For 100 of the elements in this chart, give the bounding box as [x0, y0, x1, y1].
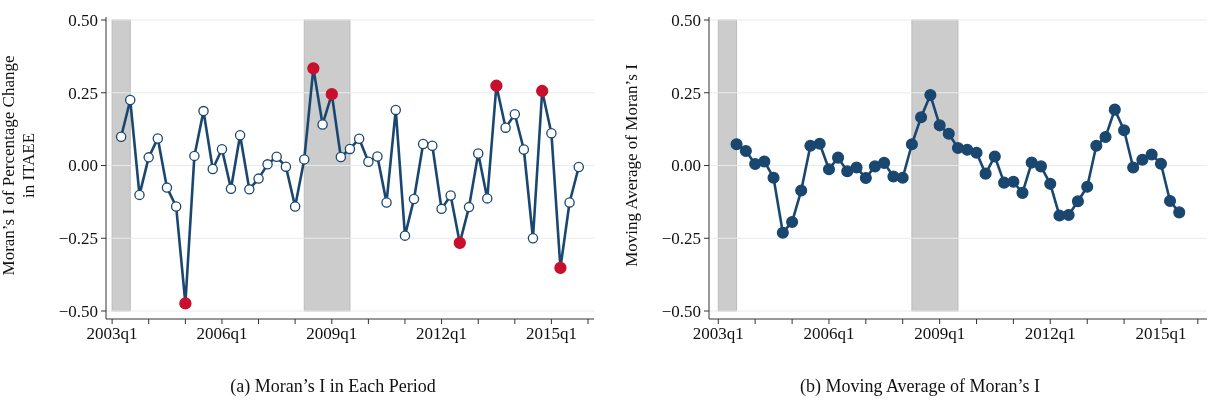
point [979, 167, 992, 180]
point [1044, 177, 1057, 190]
point [1099, 130, 1112, 144]
point [1034, 160, 1048, 173]
y-tick-label: 0.25 [68, 83, 98, 103]
point [1154, 157, 1167, 170]
point [1016, 186, 1029, 199]
point [472, 148, 484, 159]
point [143, 152, 154, 163]
point [1081, 180, 1094, 193]
point [216, 143, 228, 155]
point [125, 94, 136, 106]
point [427, 140, 438, 151]
point [1090, 139, 1103, 152]
point [832, 151, 845, 164]
point [198, 105, 209, 117]
point [786, 215, 799, 228]
point [915, 111, 928, 124]
point [988, 150, 1001, 163]
point [115, 131, 127, 142]
point [878, 156, 891, 169]
point [1118, 124, 1131, 137]
point [390, 104, 401, 116]
point [859, 171, 872, 185]
text: (a) Moran’s I in Each Period [230, 376, 436, 397]
y-tick-label: 0.25 [671, 83, 701, 103]
point [161, 182, 173, 193]
y-tick-label: −0.25 [661, 229, 701, 249]
point [795, 184, 808, 197]
point [776, 226, 789, 239]
point [1127, 161, 1140, 174]
x-tick-label: 2012q1 [1024, 324, 1076, 343]
y-tick-label: −0.50 [58, 301, 98, 321]
point [961, 143, 974, 156]
point [225, 183, 237, 195]
y-tick-label: 0.50 [671, 10, 701, 30]
point [408, 193, 420, 205]
point [1173, 206, 1186, 219]
text: (b) Moving Average of Moran’s I [799, 376, 1041, 397]
point [896, 171, 909, 184]
point [299, 154, 310, 165]
point [730, 138, 743, 151]
point [253, 173, 264, 184]
point [482, 193, 493, 204]
point [436, 203, 447, 215]
point [289, 201, 301, 212]
x-tick-label: 2012q1 [416, 324, 468, 343]
point [207, 163, 218, 175]
x-tick-label: 2015q1 [1135, 324, 1187, 343]
point [527, 233, 539, 244]
point [353, 133, 365, 144]
x-tick-label: 2003q1 [86, 324, 138, 343]
x-tick-label: 2015q1 [525, 324, 577, 343]
y-tick-label: 0.00 [68, 156, 98, 176]
point [280, 161, 292, 172]
point [970, 146, 983, 159]
point [335, 151, 347, 163]
point [445, 190, 456, 201]
y-tick-label: −0.50 [661, 301, 701, 321]
point [933, 119, 946, 132]
point [546, 127, 557, 139]
x-tick-label: 2009q1 [914, 324, 966, 343]
point [399, 230, 411, 241]
point [942, 127, 955, 140]
point [170, 201, 182, 212]
point [573, 161, 585, 173]
y-tick-label: −0.25 [58, 229, 98, 249]
y-axis-title: Moving Average of Moran’s I [622, 63, 641, 267]
point [924, 89, 937, 102]
point [134, 189, 145, 201]
point [850, 161, 863, 174]
point [1007, 175, 1020, 188]
point [500, 122, 511, 133]
y-axis-title: Moran’s I of Percentage Change in ITAEE [0, 55, 38, 276]
point [189, 150, 200, 162]
x-tick-label: 2003q1 [692, 324, 744, 343]
point [262, 159, 273, 170]
point [372, 151, 383, 162]
point [1025, 156, 1038, 169]
point [244, 184, 255, 195]
point [518, 144, 530, 155]
x-tick-label: 2006q1 [803, 324, 855, 343]
point [1145, 148, 1158, 161]
point [271, 151, 282, 163]
point [1108, 103, 1121, 116]
point [758, 155, 771, 168]
point [152, 133, 164, 144]
point [841, 165, 854, 178]
point [317, 119, 328, 130]
x-tick-label: 2006q1 [196, 324, 248, 343]
y-tick-label: 0.50 [68, 10, 98, 30]
point [822, 163, 836, 176]
point [463, 201, 475, 213]
point [813, 137, 826, 150]
point [381, 197, 392, 208]
point [1163, 194, 1177, 208]
point [509, 109, 521, 120]
x-tick-label: 2009q1 [306, 324, 358, 343]
point [1136, 153, 1149, 166]
point [905, 138, 918, 151]
